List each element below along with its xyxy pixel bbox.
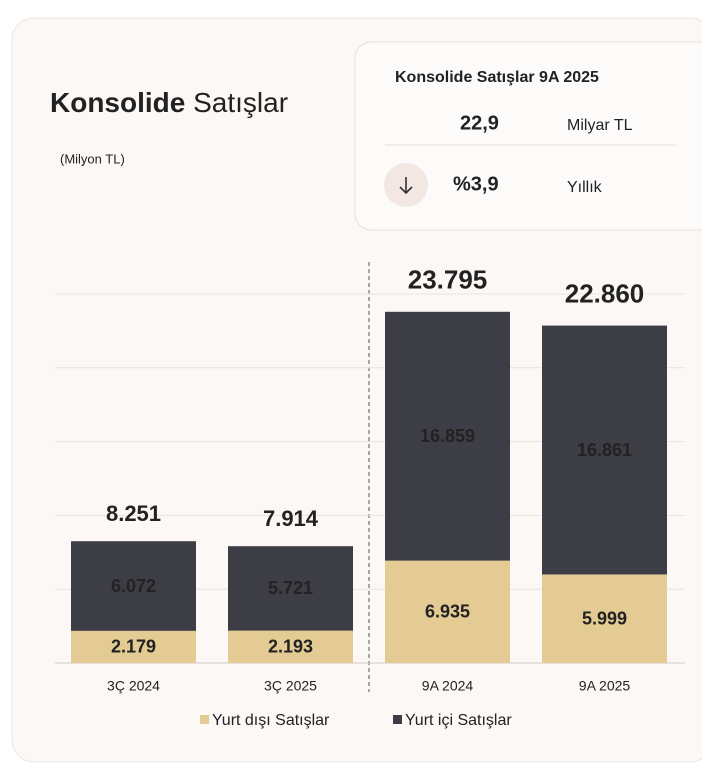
bar-segment xyxy=(542,325,667,575)
info-change: %3,9 xyxy=(453,173,499,195)
title-regular: Satışlar xyxy=(193,87,288,118)
x-tick-label: 9A 2025 xyxy=(579,678,631,694)
total-label: 23.795 xyxy=(408,265,488,295)
value-label: 16.861 xyxy=(577,440,632,460)
bar-segment xyxy=(71,541,196,631)
bar-segment xyxy=(385,311,510,561)
value-label: 2.193 xyxy=(268,637,313,657)
value-label: 2.179 xyxy=(111,637,156,657)
x-tick-label: 9A 2024 xyxy=(422,678,474,694)
value-label: 6.935 xyxy=(425,602,470,622)
value-label: 16.859 xyxy=(420,426,475,446)
value-label: 5.999 xyxy=(582,608,627,628)
bar-segment xyxy=(71,630,196,663)
total-label: 22.860 xyxy=(565,278,645,308)
bar-segment xyxy=(228,546,353,631)
legend-swatch xyxy=(393,715,402,724)
total-label: 8.251 xyxy=(106,501,161,526)
value-label: 6.072 xyxy=(111,576,156,596)
legend-swatch xyxy=(200,715,209,724)
x-tick-label: 3Ç 2024 xyxy=(107,678,160,694)
info-box xyxy=(354,41,702,231)
bar-segment xyxy=(228,630,353,663)
legend-label: Yurt dışı Satışlar xyxy=(212,712,330,729)
chart-title: Konsolide Satışlar xyxy=(50,87,288,118)
bar-segment xyxy=(542,574,667,663)
info-title: Konsolide Satışlar 9A 2025 xyxy=(395,69,599,86)
info-unit: Milyar TL xyxy=(567,117,633,134)
bar-segment xyxy=(385,560,510,663)
title-bold: Konsolide xyxy=(50,87,185,118)
legend-label: Yurt içi Satışlar xyxy=(405,712,512,729)
value-label: 5.721 xyxy=(268,578,313,598)
info-value: 22,9 xyxy=(460,112,499,134)
subtitle: (Milyon TL) xyxy=(60,151,125,166)
down-arrow xyxy=(399,177,413,195)
total-label: 7.914 xyxy=(263,506,319,531)
info-change-label: Yıllık xyxy=(567,179,603,196)
x-tick-label: 3Ç 2025 xyxy=(264,678,317,694)
